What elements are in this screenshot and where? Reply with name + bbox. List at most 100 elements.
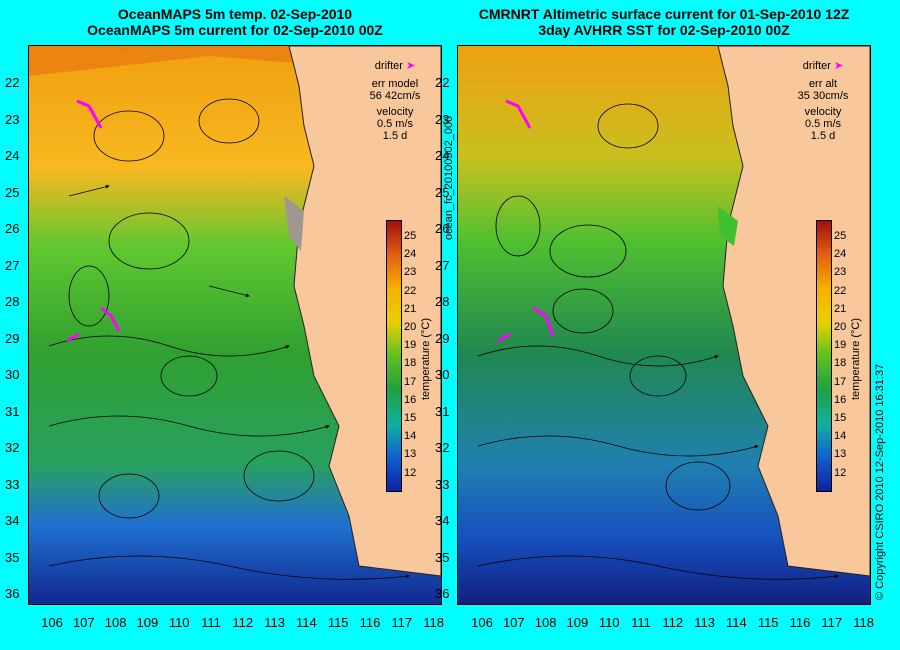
colorbar-tick: 13 bbox=[834, 448, 847, 461]
lat-label: 35 bbox=[5, 549, 20, 565]
lon-label: 108 bbox=[104, 615, 127, 630]
right-colorbar bbox=[816, 220, 832, 492]
current-vectors bbox=[477, 103, 839, 580]
left-title-line1: OceanMAPS 5m temp. 02-Sep-2010 bbox=[117, 6, 353, 22]
colorbar-tick: 18 bbox=[404, 357, 417, 370]
lon-label: 112 bbox=[232, 615, 254, 630]
lat-label: 32 bbox=[5, 440, 20, 455]
legend-speed: 0.5 m/s bbox=[804, 118, 842, 130]
lat-label: 28 bbox=[5, 294, 20, 309]
colorbar-tick: 12 bbox=[404, 466, 417, 479]
lat-label: 22 bbox=[5, 75, 20, 90]
lon-label: 106 bbox=[471, 615, 493, 630]
lon-label: 114 bbox=[726, 615, 747, 630]
left-map-svg bbox=[29, 46, 441, 604]
lat-label: 29 bbox=[435, 330, 450, 346]
legend-duration: 1.5 d bbox=[810, 130, 836, 142]
right-colorbar-title: temperature (°C) bbox=[850, 317, 862, 400]
colorbar-tick: 25 bbox=[404, 230, 417, 242]
lat-label: 26 bbox=[5, 221, 20, 236]
legend-drifter: drifter ➤ bbox=[802, 60, 844, 72]
lon-label: 114 bbox=[296, 615, 317, 630]
product-id: ocean_fc_20100902_000 bbox=[443, 115, 455, 240]
lon-label: 107 bbox=[502, 615, 525, 630]
lat-label: 24 bbox=[435, 148, 450, 163]
colorbar-tick: 18 bbox=[834, 357, 847, 370]
colorbar-tick: 16 bbox=[404, 393, 417, 406]
lon-label: 117 bbox=[821, 615, 843, 630]
lon-label: 111 bbox=[201, 615, 221, 630]
lon-label: 109 bbox=[136, 615, 159, 630]
colorbar-tick: 16 bbox=[834, 393, 847, 406]
right-title: CMRNRT Altimetric surface current for 01… bbox=[458, 6, 870, 38]
lat-label: 32 bbox=[435, 440, 450, 455]
lat-label: 31 bbox=[5, 403, 20, 419]
colorbar-tick: 20 bbox=[834, 321, 847, 333]
lon-label: 116 bbox=[789, 615, 811, 630]
lat-label: 23 bbox=[5, 111, 20, 127]
lat-label: 35 bbox=[435, 549, 450, 565]
lon-label: 111 bbox=[631, 615, 651, 630]
legend-duration: 1.5 d bbox=[382, 130, 408, 142]
land bbox=[288, 46, 441, 577]
land bbox=[717, 46, 870, 577]
lon-label: 110 bbox=[598, 615, 620, 630]
left-legend: drifter ➤ err model 56 42cm/s velocity 0… bbox=[360, 60, 430, 142]
lat-label: 28 bbox=[435, 294, 450, 309]
colorbar-tick: 14 bbox=[404, 430, 417, 443]
colorbar-tick: 17 bbox=[404, 375, 417, 388]
colorbar-tick: 19 bbox=[834, 339, 847, 352]
right-title-line1: CMRNRT Altimetric surface current for 01… bbox=[478, 6, 850, 22]
right-map-svg bbox=[458, 46, 870, 604]
legend-drifter: drifter ➤ bbox=[374, 60, 416, 72]
lon-label: 113 bbox=[264, 615, 285, 630]
colorbar-tick: 22 bbox=[834, 284, 847, 297]
legend-err: err model bbox=[371, 78, 419, 90]
colorbar-tick: 24 bbox=[404, 248, 417, 261]
lon-label: 113 bbox=[694, 615, 715, 630]
colorbar-tick: 25 bbox=[834, 230, 847, 242]
lon-label: 115 bbox=[327, 615, 349, 630]
left-colorbar bbox=[386, 220, 402, 492]
lat-label: 30 bbox=[5, 367, 20, 382]
lon-label: 106 bbox=[41, 615, 63, 630]
legend-err-value: 56 42cm/s bbox=[369, 90, 421, 102]
lat-label: 30 bbox=[435, 367, 450, 382]
lat-label: 34 bbox=[435, 513, 450, 528]
left-title: OceanMAPS 5m temp. 02-Sep-2010 OceanMAPS… bbox=[30, 6, 440, 38]
lon-label: 115 bbox=[757, 615, 779, 630]
lat-label: 33 bbox=[435, 476, 450, 492]
left-colorbar-title: temperature (°C) bbox=[420, 317, 432, 400]
lon-label: 116 bbox=[359, 615, 381, 630]
legend-velocity: velocity bbox=[376, 106, 414, 118]
lon-label: 110 bbox=[168, 615, 190, 630]
colorbar-tick: 22 bbox=[404, 284, 417, 297]
lat-label: 27 bbox=[5, 257, 20, 273]
lon-label: 108 bbox=[534, 615, 557, 630]
lon-label: 118 bbox=[423, 615, 444, 630]
land-gray bbox=[284, 196, 304, 251]
drifter-tracks bbox=[497, 99, 555, 343]
colorbar-tick: 19 bbox=[404, 339, 417, 352]
left-title-line2: OceanMAPS 5m current for 02-Sep-2010 00Z bbox=[87, 22, 383, 38]
legend-velocity: velocity bbox=[804, 106, 842, 118]
legend-err: err alt bbox=[808, 78, 838, 90]
colorbar-tick: 17 bbox=[834, 375, 847, 388]
colorbar-tick: 14 bbox=[834, 430, 847, 443]
lat-label: 25 bbox=[5, 184, 20, 200]
lon-label: 112 bbox=[662, 615, 684, 630]
lat-label: 24 bbox=[5, 148, 20, 163]
lat-label: 22 bbox=[435, 75, 450, 90]
lat-label: 31 bbox=[435, 403, 450, 419]
current-vectors bbox=[48, 98, 410, 580]
colorbar-tick: 23 bbox=[404, 266, 417, 279]
legend-err-value: 35 30cm/s bbox=[797, 90, 849, 102]
right-map bbox=[457, 45, 871, 605]
lat-label: 34 bbox=[5, 513, 20, 528]
colorbar-tick: 21 bbox=[404, 302, 417, 315]
left-map bbox=[28, 45, 442, 605]
colorbar-tick: 15 bbox=[834, 412, 847, 424]
lat-label: 26 bbox=[435, 221, 450, 236]
lon-label: 117 bbox=[391, 615, 413, 630]
copyright-text: © Copyright CSIRO 2010 12-Sep-2010 16:31… bbox=[874, 363, 886, 600]
